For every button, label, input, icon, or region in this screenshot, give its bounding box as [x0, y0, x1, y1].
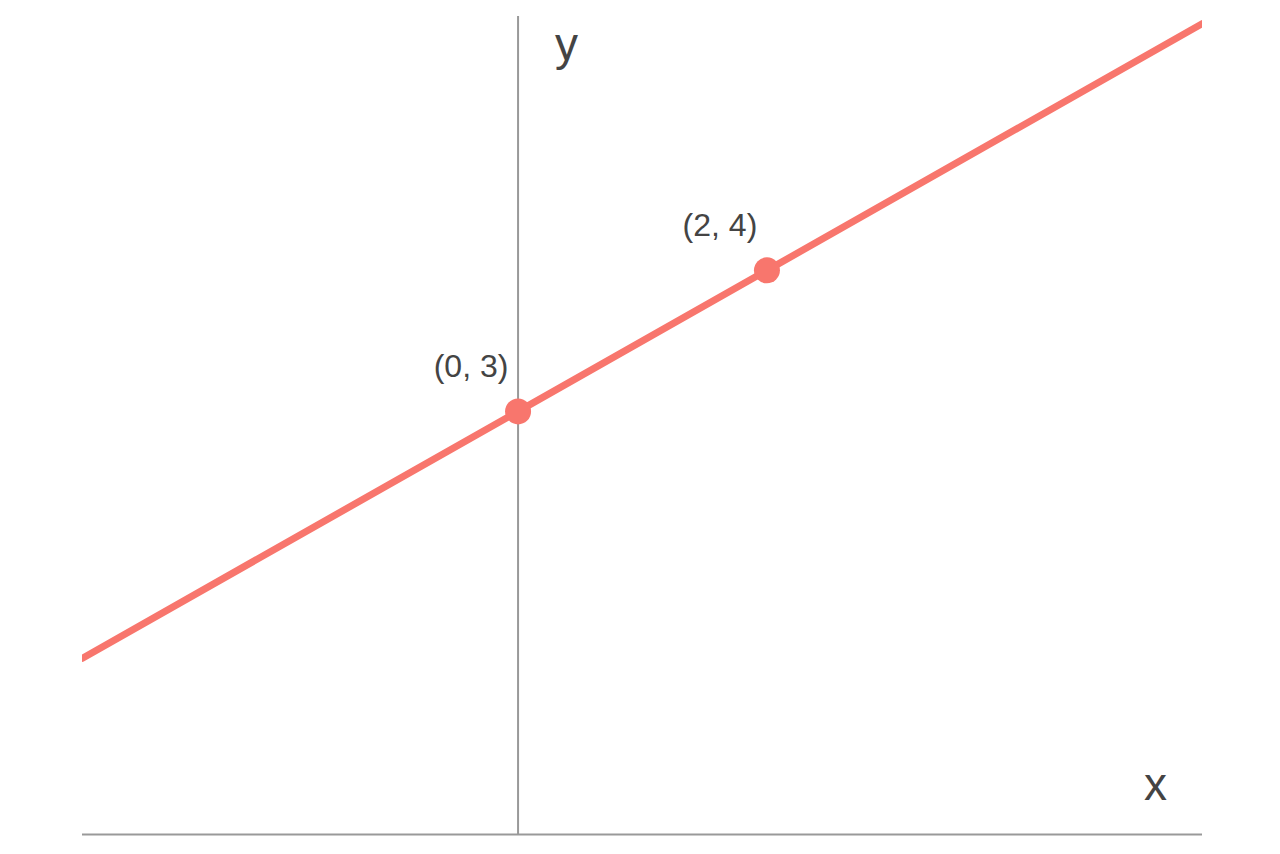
svg-text:y: y: [555, 18, 578, 70]
svg-text:x: x: [1144, 758, 1167, 810]
svg-text:(0, 3): (0, 3): [434, 348, 509, 384]
svg-text:(2, 4): (2, 4): [683, 207, 758, 243]
